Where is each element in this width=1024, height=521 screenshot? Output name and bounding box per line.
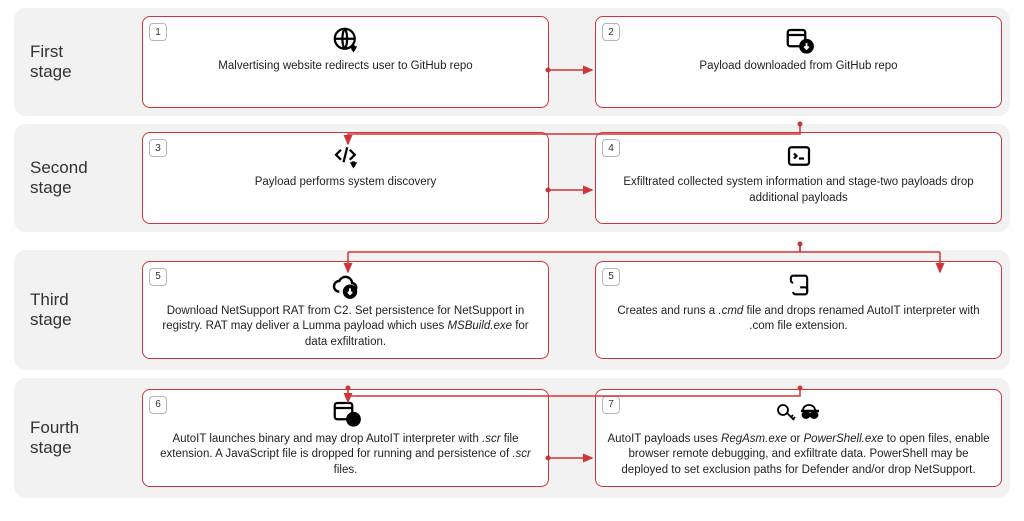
badge-1: 1 [149, 23, 167, 41]
card-5b: 5 Creates and runs a .cmd file and drops… [595, 261, 1002, 360]
card-4-text: Exfiltrated collected system information… [606, 175, 991, 206]
card-5b-text: Creates and runs a .cmd file and drops r… [606, 304, 991, 335]
stage-row-4: Fourth stage 6 AutoIT launches binary an… [14, 378, 1010, 498]
stage-label-3: Third stage [22, 290, 142, 331]
badge-5b: 5 [602, 268, 620, 286]
badge-2: 2 [602, 23, 620, 41]
stage-label-2: Second stage [22, 158, 142, 199]
cloud-down-icon [330, 270, 362, 300]
cards-row-3: 5 Download NetSupport RAT from C2. Set p… [142, 261, 1002, 360]
badge-6: 6 [149, 396, 167, 414]
card-4: 4 Exfiltrated collected system informati… [595, 132, 1002, 224]
globe-alert-icon [331, 25, 361, 55]
card-2-text: Payload downloaded from GitHub repo [699, 59, 897, 75]
badge-7: 7 [602, 396, 620, 414]
card-7-text: AutoIT payloads uses RegAsm.exe or Power… [606, 432, 991, 479]
key-incognito-icon [775, 398, 823, 428]
badge-5a: 5 [149, 268, 167, 286]
stage-label-4: Fourth stage [22, 418, 142, 459]
stage-row-1: First stage 1 Malvertising website redir… [14, 8, 1010, 116]
card-6: 6 AutoIT launches binary and may drop Au… [142, 389, 549, 488]
stage-label-1: First stage [22, 42, 142, 83]
card-5a: 5 Download NetSupport RAT from C2. Set p… [142, 261, 549, 360]
code-alert-icon [331, 141, 361, 171]
card-5a-text: Download NetSupport RAT from C2. Set per… [153, 304, 538, 351]
card-7: 7 AutoIT payloads uses RegAsm.exe or Pow… [595, 389, 1002, 488]
card-1-text: Malvertising website redirects user to G… [218, 59, 472, 75]
cards-row-4: 6 AutoIT launches binary and may drop Au… [142, 389, 1002, 488]
cards-row-2: 3 Payload performs system discovery 4 Ex… [142, 132, 1002, 224]
script-icon [785, 270, 813, 300]
stage-row-3: Third stage 5 Download NetSupport RAT fr… [14, 250, 1010, 370]
card-1: 1 Malvertising website redirects user to… [142, 16, 549, 108]
stage-row-2: Second stage 3 Payload performs system d… [14, 124, 1010, 232]
card-3: 3 Payload performs system discovery [142, 132, 549, 224]
terminal-icon [784, 141, 814, 171]
badge-4: 4 [602, 139, 620, 157]
card-2: 2 Payload downloaded from GitHub repo [595, 16, 1002, 108]
browser-download-icon [784, 25, 814, 55]
card-6-text: AutoIT launches binary and may drop Auto… [153, 432, 538, 479]
card-3-text: Payload performs system discovery [255, 175, 437, 191]
badge-3: 3 [149, 139, 167, 157]
cards-row-1: 1 Malvertising website redirects user to… [142, 16, 1002, 108]
browser-alert-icon [331, 398, 361, 428]
